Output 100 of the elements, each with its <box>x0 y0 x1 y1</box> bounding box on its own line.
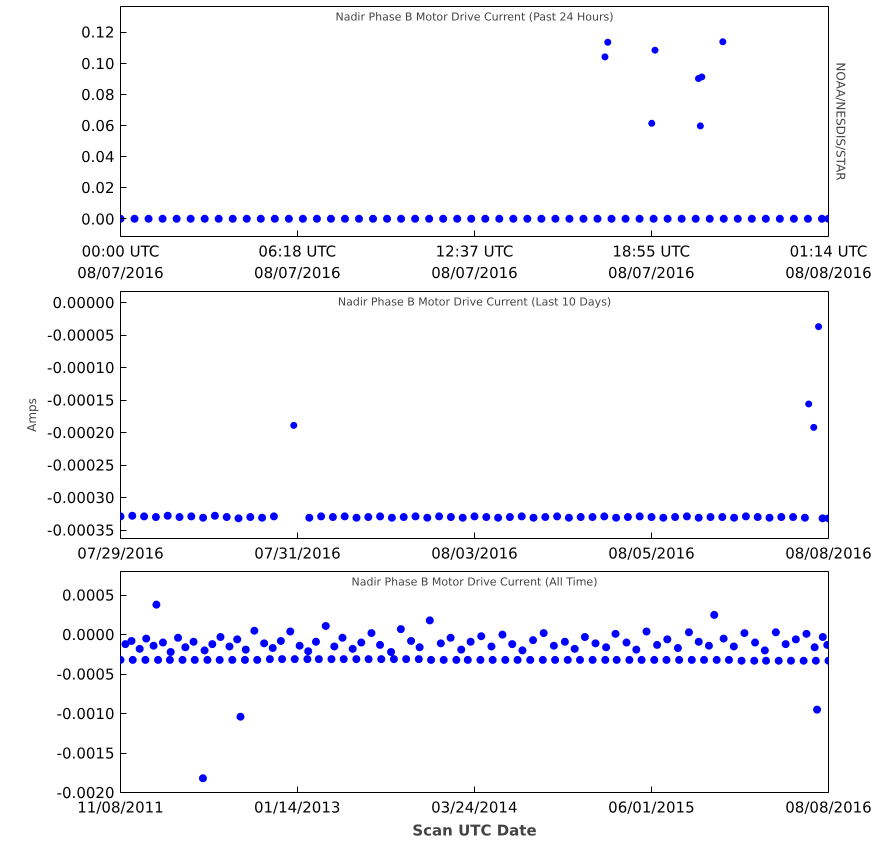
point <box>608 214 616 223</box>
y-tick-label: -0.00035 <box>47 522 115 540</box>
point <box>664 214 672 223</box>
point <box>579 214 588 223</box>
point <box>719 38 726 46</box>
y-tick-label: -0.00020 <box>47 424 115 442</box>
point <box>340 512 349 520</box>
point <box>636 512 644 520</box>
point <box>200 214 209 223</box>
chart-title: Nadir Phase B Motor Drive Current (Last 10 Days) <box>338 296 612 308</box>
point <box>158 214 167 223</box>
y-tick-label: -0.00025 <box>47 456 115 475</box>
point <box>467 214 476 223</box>
point <box>678 214 686 223</box>
point <box>588 513 596 522</box>
x-tick-label: 01:14 UTC 08/08/2016 <box>785 242 872 282</box>
y-tick-label: -0.00015 <box>47 392 115 410</box>
point <box>698 73 706 80</box>
point <box>541 513 550 522</box>
point <box>140 512 148 520</box>
y-tick-label: -0.00010 <box>47 359 115 378</box>
point <box>553 512 562 520</box>
y-tick-label: 0.08 <box>81 86 115 104</box>
point <box>509 214 518 223</box>
x-tick-label: 00:00 UTC 08/07/2016 <box>77 242 164 282</box>
point <box>706 214 714 223</box>
point <box>789 513 798 522</box>
point <box>412 512 420 520</box>
point <box>777 513 786 522</box>
point <box>312 214 321 223</box>
point <box>805 400 812 408</box>
point <box>242 214 251 223</box>
point <box>397 214 406 223</box>
y-tick-label: 0.10 <box>81 54 115 73</box>
point <box>636 214 644 223</box>
point <box>576 513 585 522</box>
point <box>328 513 337 522</box>
point <box>256 214 265 223</box>
point <box>176 513 184 522</box>
point <box>671 513 680 522</box>
point <box>604 38 612 46</box>
point <box>482 513 490 522</box>
point <box>766 514 774 522</box>
point <box>652 46 659 54</box>
point <box>815 323 822 330</box>
point <box>530 514 538 522</box>
point <box>624 513 632 522</box>
x-tick-label: 03/24/2014 <box>431 798 518 816</box>
point <box>518 512 526 520</box>
point <box>214 214 223 223</box>
point <box>369 214 378 223</box>
point <box>593 214 602 223</box>
point <box>354 214 363 223</box>
point <box>246 513 254 522</box>
point <box>648 513 656 522</box>
point <box>187 512 196 520</box>
x-tick-label: 01/14/2013 <box>254 798 340 816</box>
x-tick-label: 08/03/2016 <box>431 544 518 562</box>
point <box>800 514 809 522</box>
x-tick-label: 08/05/2016 <box>608 544 695 562</box>
point <box>692 214 700 223</box>
point <box>186 214 195 223</box>
point <box>748 214 756 223</box>
point <box>234 514 242 522</box>
point <box>284 214 293 223</box>
point <box>270 512 278 520</box>
point <box>622 214 630 223</box>
x-tick-label: 07/31/2016 <box>254 544 341 562</box>
point <box>199 514 208 522</box>
point <box>423 514 432 522</box>
x-tick-label: 07/29/2016 <box>77 544 164 562</box>
point <box>720 214 728 223</box>
y-tick-label: 0.06 <box>81 116 115 135</box>
y-tick-label: -0.00030 <box>47 489 115 508</box>
y-tick-label: -0.0010 <box>56 705 115 724</box>
point <box>776 214 784 223</box>
point <box>411 214 420 223</box>
point <box>804 214 812 223</box>
point <box>425 214 434 223</box>
y-tick-label: 0.12 <box>81 24 115 42</box>
point <box>446 513 455 522</box>
point <box>565 214 574 223</box>
point <box>718 513 726 522</box>
point <box>648 120 656 127</box>
point <box>128 512 136 520</box>
x-tick-label: 08/08/2016 <box>785 544 872 562</box>
x-tick-label: 08/08/2016 <box>785 798 872 816</box>
point <box>458 514 467 522</box>
text: NOAA/NESDIS/STAR <box>834 62 848 181</box>
point <box>742 512 750 520</box>
point <box>164 512 172 520</box>
point <box>130 214 139 223</box>
point <box>537 214 546 223</box>
point <box>376 512 384 520</box>
y-tick-label: 0.02 <box>81 179 115 198</box>
point <box>551 214 560 223</box>
y-tick-label: 0.0005 <box>62 586 115 605</box>
point <box>340 214 349 223</box>
y-tick-label: -0.00005 <box>47 326 115 345</box>
point <box>754 513 762 522</box>
